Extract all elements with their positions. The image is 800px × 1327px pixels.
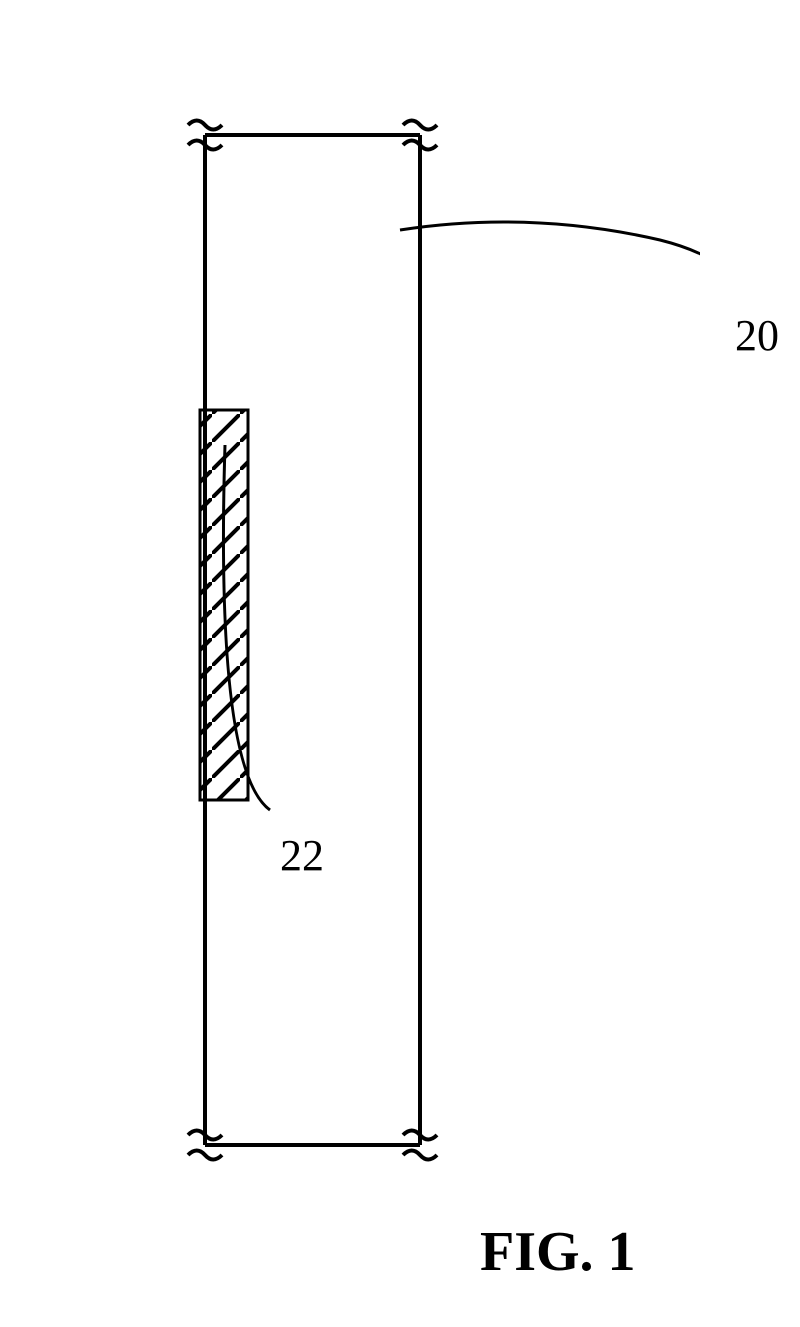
diagram-container <box>100 50 700 1277</box>
ref-label-20: 20 <box>735 310 779 361</box>
leader-line-20 <box>400 222 700 308</box>
figure-label: FIG. 1 <box>480 1220 636 1284</box>
technical-diagram <box>100 50 700 1277</box>
ref-label-22: 22 <box>280 830 324 881</box>
